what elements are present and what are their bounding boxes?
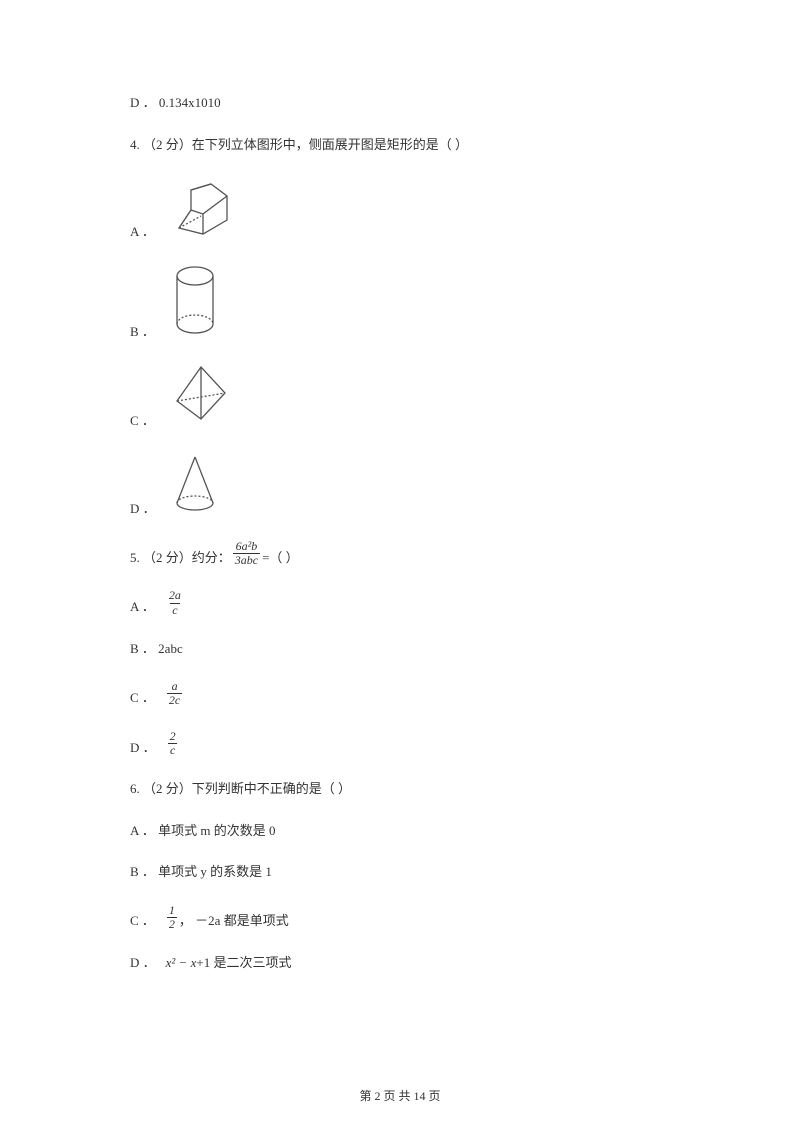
q5-a-fraction: 2a c	[167, 589, 183, 616]
q6-d-expr: x² − x	[166, 953, 197, 973]
q6-stem: 6. （2 分）下列判断中不正确的是（ ）	[130, 779, 670, 799]
q4-stem: 4. （2 分）在下列立体图形中，侧面展开图是矩形的是（ ）	[130, 135, 670, 155]
q4-a-label: A ．	[130, 222, 155, 242]
q5-d-fraction: 2 c	[168, 730, 178, 757]
q4-option-d: D ．	[130, 453, 670, 519]
q6-d-post: +1 是二次三项式	[196, 953, 291, 973]
q5-c-den: 2c	[167, 693, 182, 707]
q4-c-label: C ．	[130, 411, 155, 431]
q3-option-d-text: D ． 0.134x1010	[130, 93, 221, 113]
q5-stem-post: =（ ）	[262, 548, 299, 568]
q5-c-label: C ．	[130, 688, 155, 708]
q4-d-label: D ．	[130, 499, 156, 519]
q5-fraction: 6a²b 3abc	[233, 540, 260, 567]
q5-stem-pre: 5. （2 分）约分：	[130, 548, 231, 568]
q6-c-post: ， －2a 都是单项式	[179, 911, 289, 931]
q4-option-b: B ．	[130, 264, 670, 342]
q5-stem: 5. （2 分）约分： 6a²b 3abc =（ ）	[130, 540, 670, 567]
page-footer: 第 2 页 共 14 页	[0, 1087, 800, 1104]
q5-frac-num: 6a²b	[234, 540, 260, 553]
q6-c-label: C ．	[130, 911, 155, 931]
q5-option-a: A ． 2a c	[130, 589, 670, 616]
prism-shape-icon	[171, 176, 239, 242]
q5-frac-den: 3abc	[233, 553, 260, 567]
q5-d-den: c	[168, 743, 177, 757]
q5-b-text: B ． 2abc	[130, 639, 183, 659]
q6-option-a: A ． 单项式 m 的次数是 0	[130, 821, 670, 841]
footer-text: 第 2 页 共 14 页	[359, 1089, 440, 1103]
q5-option-d: D ． 2 c	[130, 730, 670, 757]
q6-d-label: D ．	[130, 953, 156, 973]
q4-option-a: A ．	[130, 176, 670, 242]
q6-b-text: B ． 单项式 y 的系数是 1	[130, 862, 272, 882]
q5-a-label: A ．	[130, 597, 155, 617]
page-body: D ． 0.134x1010 4. （2 分）在下列立体图形中，侧面展开图是矩形…	[0, 0, 800, 1034]
q4-option-c: C ．	[130, 363, 670, 431]
cone-shape-icon	[172, 453, 218, 519]
q5-d-label: D ．	[130, 738, 156, 758]
q6-a-text: A ． 单项式 m 的次数是 0	[130, 821, 276, 841]
q6-c-den: 2	[167, 917, 177, 931]
q6-c-fraction: 1 2	[167, 904, 177, 931]
q5-d-num: 2	[168, 730, 178, 743]
q5-c-fraction: a 2c	[167, 680, 182, 707]
q5-option-b: B ． 2abc	[130, 639, 670, 659]
q4-stem-text: 4. （2 分）在下列立体图形中，侧面展开图是矩形的是（ ）	[130, 135, 468, 155]
cylinder-shape-icon	[171, 264, 219, 342]
q4-b-label: B ．	[130, 322, 155, 342]
q5-c-num: a	[170, 680, 180, 693]
q6-stem-text: 6. （2 分）下列判断中不正确的是（ ）	[130, 779, 351, 799]
q6-option-c: C ． 1 2 ， －2a 都是单项式	[130, 904, 670, 931]
q3-option-d: D ． 0.134x1010	[130, 93, 670, 113]
q5-a-den: c	[170, 603, 179, 617]
q6-c-num: 1	[167, 904, 177, 917]
pyramid-shape-icon	[171, 363, 231, 431]
q5-option-c: C ． a 2c	[130, 680, 670, 707]
q6-option-b: B ． 单项式 y 的系数是 1	[130, 862, 670, 882]
q6-option-d: D ． x² − x +1 是二次三项式	[130, 953, 670, 973]
q5-a-num: 2a	[167, 589, 183, 602]
